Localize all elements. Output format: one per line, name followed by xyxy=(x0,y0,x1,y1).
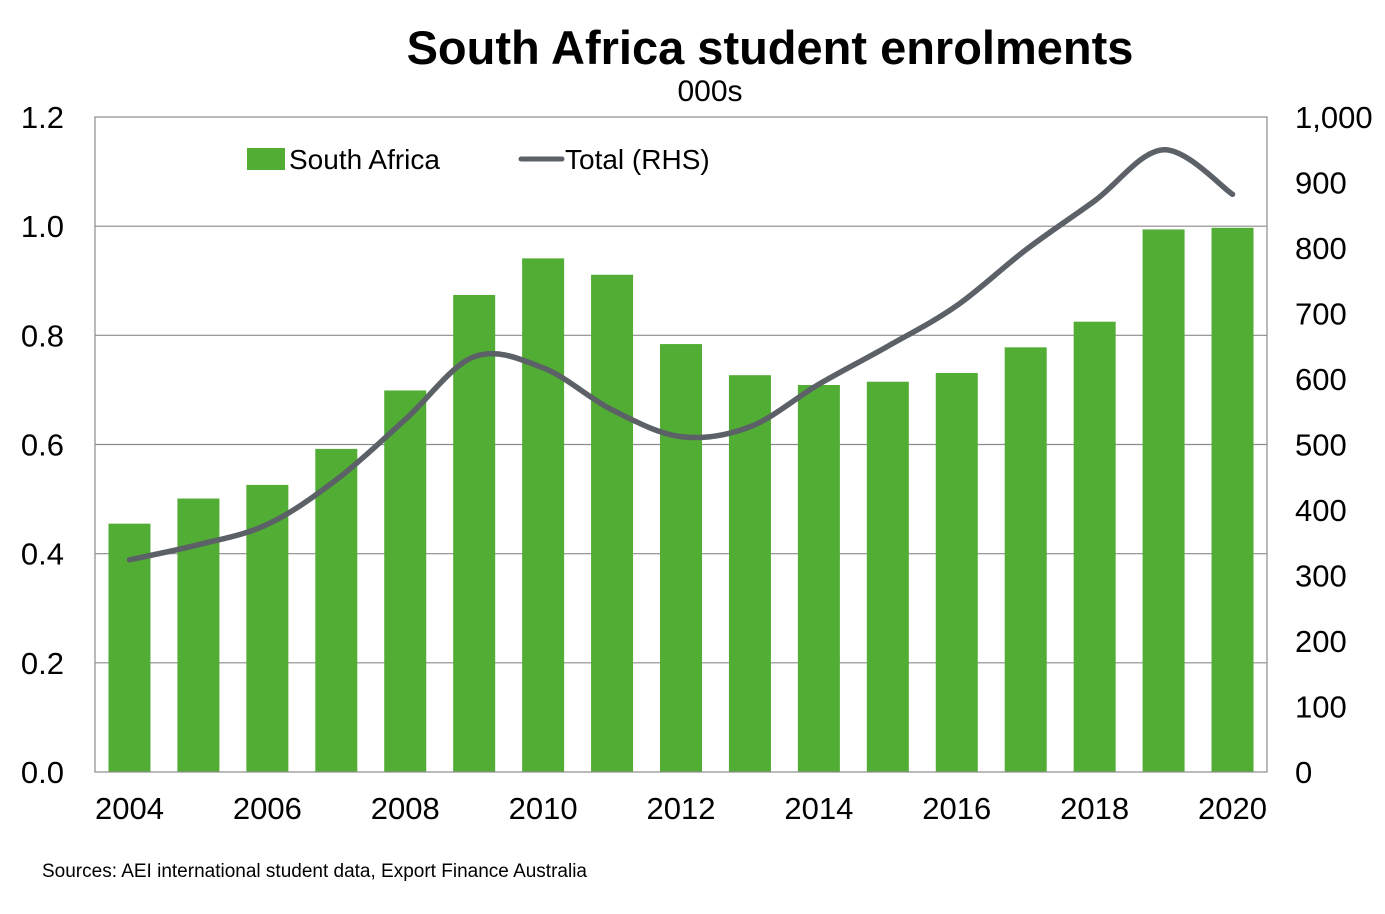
x-tick-label: 2018 xyxy=(1060,791,1129,826)
x-tick-label: 2012 xyxy=(647,791,716,826)
y-left-tick-label: 1.2 xyxy=(21,100,64,135)
bar-2014 xyxy=(798,385,840,772)
y-right-tick-label: 800 xyxy=(1295,231,1347,266)
legend-swatch-south-africa xyxy=(247,148,285,170)
bar-2017 xyxy=(1005,347,1047,772)
bar-2011 xyxy=(591,275,633,772)
x-tick-label: 2016 xyxy=(922,791,991,826)
y-right-tick-label: 100 xyxy=(1295,690,1347,725)
x-tick-label: 2006 xyxy=(233,791,302,826)
y-left-tick-label: 0.0 xyxy=(21,755,64,790)
y-left-tick-label: 0.4 xyxy=(21,537,64,572)
bar-2015 xyxy=(867,382,909,772)
y-right-tick-label: 400 xyxy=(1295,493,1347,528)
x-tick-label: 2008 xyxy=(371,791,440,826)
y-right-tick-label: 200 xyxy=(1295,624,1347,659)
legend: South Africa Total (RHS) xyxy=(247,144,710,175)
y-left-tick-label: 1.0 xyxy=(21,209,64,244)
bar-2018 xyxy=(1074,322,1116,772)
bar-2019 xyxy=(1143,229,1185,772)
bar-2020 xyxy=(1212,228,1254,772)
y-right-tick-label: 300 xyxy=(1295,559,1347,594)
y-left-tick-label: 0.2 xyxy=(21,646,64,681)
y-right-tick-label: 500 xyxy=(1295,428,1347,463)
chart-subtitle: 000s xyxy=(677,75,742,108)
bar-2010 xyxy=(522,258,564,772)
bar-2012 xyxy=(660,344,702,772)
y-right-tick-label: 900 xyxy=(1295,166,1347,201)
y-left-tick-label: 0.8 xyxy=(21,318,64,353)
bar-2007 xyxy=(315,449,357,772)
legend-label-total: Total (RHS) xyxy=(565,144,710,175)
legend-label-south-africa: South Africa xyxy=(289,144,440,175)
bar-2013 xyxy=(729,375,771,772)
y-right-tick-label: 600 xyxy=(1295,362,1347,397)
x-tick-label: 2004 xyxy=(95,791,164,826)
x-tick-label: 2014 xyxy=(784,791,853,826)
x-tick-label: 2020 xyxy=(1198,791,1267,826)
y-right-tick-label: 700 xyxy=(1295,297,1347,332)
y-right-tick-label: 0 xyxy=(1295,755,1312,790)
bar-series xyxy=(108,228,1253,772)
y-right-tick-label: 1,000 xyxy=(1295,100,1373,135)
source-note: Sources: AEI international student data,… xyxy=(42,861,587,882)
chart-title: South Africa student enrolments xyxy=(407,21,1134,74)
y-left-tick-label: 0.6 xyxy=(21,428,64,463)
bar-2016 xyxy=(936,373,978,772)
x-tick-label: 2010 xyxy=(509,791,578,826)
bar-2008 xyxy=(384,390,426,772)
